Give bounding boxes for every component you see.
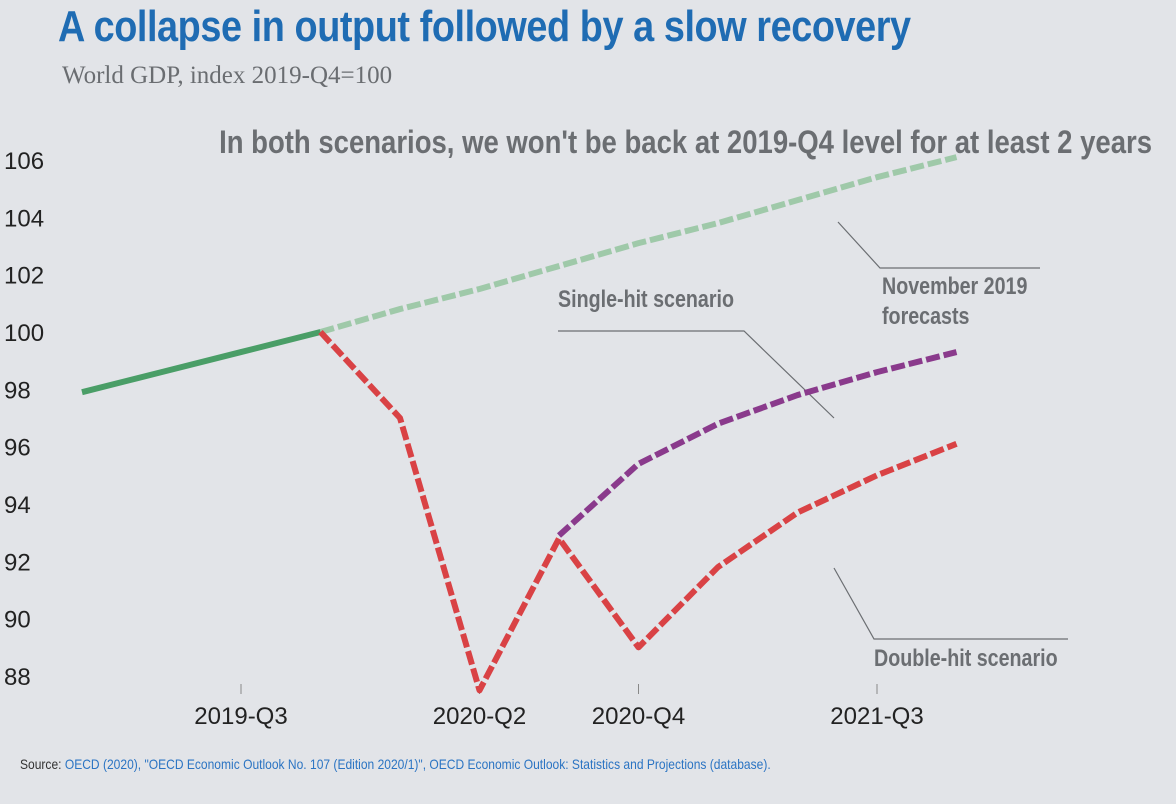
single-hit-leader-line [558, 330, 835, 419]
double-hit-annotation-label: Double-hit scenario [874, 644, 1058, 671]
y-tick-label: 90 [4, 607, 31, 634]
y-tick-label: 102 [4, 263, 44, 290]
single-hit-annotation-label: Single-hit scenario [558, 285, 734, 312]
y-tick-label: 106 [4, 148, 44, 175]
source-link[interactable]: OECD (2020), "OECD Economic Outlook No. … [64, 756, 771, 772]
forecast-series-line [319, 154, 958, 335]
double-hit-leader-line [833, 567, 1068, 640]
y-tick-label: 94 [4, 492, 31, 519]
x-tick-label: 2020-Q4 [592, 703, 685, 730]
x-axis: 2019-Q3 2020-Q2 2020-Q4 2021-Q3 [194, 684, 924, 730]
y-axis: 88 90 92 94 96 98 100 102 104 106 [4, 148, 44, 691]
y-tick-label: 96 [4, 435, 31, 462]
x-tick-label: 2020-Q2 [433, 703, 526, 730]
y-tick-label: 104 [4, 205, 44, 232]
source-label: Source: [20, 756, 62, 772]
x-tick-label: 2019-Q3 [194, 703, 287, 730]
y-tick-label: 88 [4, 664, 31, 691]
chart-headline: In both scenarios, we won't be back at 2… [219, 125, 1152, 160]
chart-subtitle: World GDP, index 2019-Q4=100 [62, 62, 393, 89]
double-hit-series-line [318, 329, 958, 694]
x-tick-label: 2021-Q3 [830, 703, 923, 730]
single-hit-series-line [556, 349, 958, 538]
annotation-leaders [558, 221, 1068, 640]
y-tick-label: 98 [4, 377, 31, 404]
forecast-annotation-label: forecasts [882, 302, 969, 329]
source-note: Source: OECD (2020), "OECD Economic Outl… [20, 756, 771, 772]
chart-title: A collapse in output followed by a slow … [58, 2, 911, 51]
series-lines [81, 154, 958, 694]
historical-series-line [81, 329, 322, 396]
forecast-leader-line [837, 221, 1040, 269]
y-tick-label: 100 [4, 320, 44, 347]
y-tick-label: 92 [4, 549, 31, 576]
forecast-annotation-label: November 2019 [882, 272, 1027, 299]
annotation-labels: November 2019 forecasts Single-hit scenari… [558, 272, 1058, 671]
